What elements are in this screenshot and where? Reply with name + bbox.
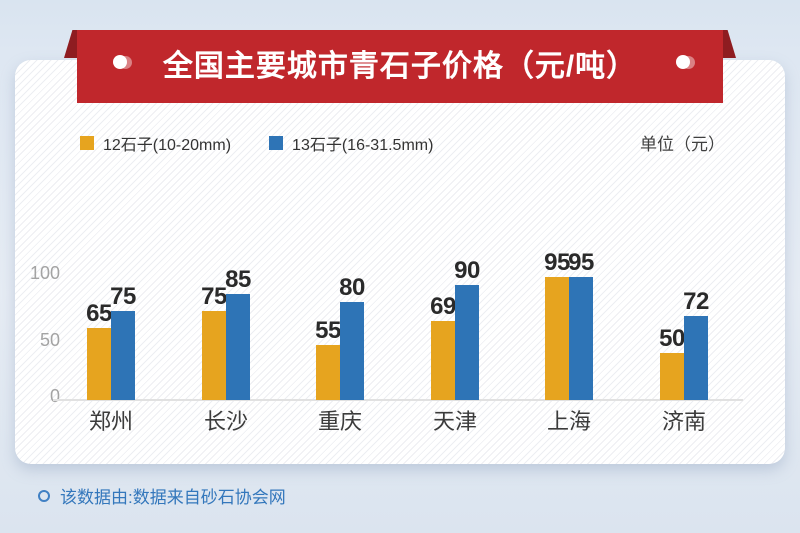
x-axis-category-label: 上海: [546, 409, 591, 434]
x-axis-line: [53, 399, 743, 401]
bar-13-天津: [455, 285, 479, 400]
bar-13-郑州: [111, 311, 135, 400]
x-axis-category-label: 天津: [432, 409, 477, 434]
bar-value-label: 80: [339, 274, 365, 301]
chart-card: [15, 60, 785, 464]
bar-13-长沙: [226, 294, 250, 400]
ribbon-left-dot-icon: [113, 55, 132, 69]
y-axis-tick-label: 100: [29, 263, 60, 283]
x-axis-category-label: 济南: [661, 409, 706, 434]
legend-swatch-yellow: [80, 136, 94, 150]
x-axis-category-label: 重庆: [317, 409, 362, 434]
bar-13-重庆: [340, 302, 364, 400]
bar-12-天津: [431, 321, 455, 400]
x-axis-category-label: 郑州: [88, 409, 133, 434]
bar-12-重庆: [316, 345, 340, 400]
bar-13-济南: [684, 316, 708, 400]
bar-value-label: 95: [568, 249, 594, 276]
chart-legend: 12石子(10-20mm) 13石子(16-31.5mm): [80, 131, 433, 155]
x-axis-category-label: 长沙: [203, 409, 248, 434]
bar-value-label: 72: [683, 288, 709, 315]
page-title: 全国主要城市青石子价格（元/吨）: [162, 50, 638, 83]
legend-label: 13石子(16-31.5mm): [292, 137, 434, 154]
legend-item-13: 13石子(16-31.5mm): [269, 131, 433, 155]
y-axis-tick-label: 0: [49, 386, 60, 406]
bar-value-label: 95: [544, 249, 570, 276]
unit-label: 单位（元）: [640, 135, 725, 154]
bar-value-label: 50: [659, 325, 685, 352]
bar-value-label: 69: [430, 293, 456, 320]
source-note: 该数据由:数据来自砂石协会网: [38, 483, 286, 508]
circle-bullet-icon: [38, 489, 50, 502]
bar-value-label: 75: [201, 283, 227, 310]
bar-value-label: 90: [454, 257, 480, 284]
bar-value-label: 65: [86, 300, 112, 327]
y-axis-tick-label: 50: [39, 330, 60, 350]
legend-swatch-blue: [269, 136, 284, 150]
ribbon-right-dot-icon: [676, 55, 695, 69]
bar-value-label: 85: [225, 266, 251, 293]
bar-12-上海: [545, 277, 569, 400]
bar-value-label: 55: [315, 317, 341, 344]
bar-13-上海: [569, 277, 593, 400]
title-ribbon: 全国主要城市青石子价格（元/吨）: [77, 30, 723, 103]
bar-12-济南: [660, 353, 684, 400]
legend-item-12: 12石子(10-20mm): [80, 131, 231, 155]
bar-12-郑州: [87, 328, 111, 400]
bar-12-长沙: [202, 311, 226, 400]
legend-label: 12石子(10-20mm): [103, 137, 232, 154]
source-note-text: 该数据由:数据来自砂石协会网: [60, 488, 286, 507]
bar-value-label: 75: [110, 283, 136, 310]
